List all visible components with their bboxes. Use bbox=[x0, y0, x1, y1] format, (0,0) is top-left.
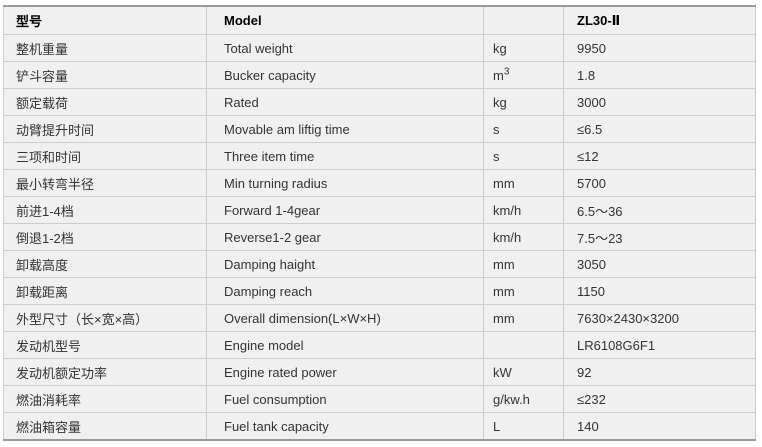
spec-unit: mm bbox=[483, 250, 564, 278]
spec-value: ≤12 bbox=[563, 142, 756, 170]
table-row: 动臂提升时间 Movable am liftig time s ≤6.5 bbox=[3, 115, 756, 143]
spec-unit: s bbox=[483, 142, 564, 170]
spec-value: 9950 bbox=[563, 34, 756, 62]
spec-unit: mm bbox=[483, 277, 564, 305]
spec-value: 6.5～36 bbox=[563, 196, 756, 224]
spec-rows: 整机重量 Total weight kg 9950 铲斗容量 Bucker ca… bbox=[3, 34, 756, 441]
spec-unit: g/kw.h bbox=[483, 385, 564, 413]
spec-name-en: Rated bbox=[206, 88, 484, 116]
header-row: 型号 Model ZL30-Ⅱ bbox=[3, 5, 756, 35]
spec-name-en: Damping haight bbox=[206, 250, 484, 278]
table-row: 最小转弯半径 Min turning radius mm 5700 bbox=[3, 169, 756, 197]
spec-value: 3050 bbox=[563, 250, 756, 278]
spec-name-en: Total weight bbox=[206, 34, 484, 62]
header-model-cn: 型号 bbox=[3, 5, 207, 35]
spec-value: ≤6.5 bbox=[563, 115, 756, 143]
spec-name-cn: 前进1-4档 bbox=[3, 196, 207, 224]
table-row: 发动机型号 Engine model LR6108G6F1 bbox=[3, 331, 756, 359]
spec-unit: km/h bbox=[483, 223, 564, 251]
spec-name-cn: 发动机额定功率 bbox=[3, 358, 207, 386]
table-row: 额定载荷 Rated kg 3000 bbox=[3, 88, 756, 116]
specs-table: 型号 Model ZL30-Ⅱ 整机重量 Total weight kg 995… bbox=[3, 5, 756, 441]
header-unit bbox=[483, 5, 564, 35]
spec-value: 7630×2430×3200 bbox=[563, 304, 756, 332]
spec-name-cn: 卸载高度 bbox=[3, 250, 207, 278]
spec-name-en: Damping reach bbox=[206, 277, 484, 305]
spec-name-cn: 整机重量 bbox=[3, 34, 207, 62]
spec-name-en: Three item time bbox=[206, 142, 484, 170]
spec-value: LR6108G6F1 bbox=[563, 331, 756, 359]
spec-name-cn: 动臂提升时间 bbox=[3, 115, 207, 143]
spec-unit: mm bbox=[483, 304, 564, 332]
spec-unit: kg bbox=[483, 88, 564, 116]
spec-unit: s bbox=[483, 115, 564, 143]
spec-name-en: Fuel consumption bbox=[206, 385, 484, 413]
spec-value: 1150 bbox=[563, 277, 756, 305]
table-row: 倒退1-2档 Reverse1-2 gear km/h 7.5～23 bbox=[3, 223, 756, 251]
spec-name-en: Overall dimension(L×W×H) bbox=[206, 304, 484, 332]
spec-unit: kW bbox=[483, 358, 564, 386]
spec-name-cn: 卸载距离 bbox=[3, 277, 207, 305]
spec-name-en: Fuel tank capacity bbox=[206, 412, 484, 441]
spec-name-en: Engine model bbox=[206, 331, 484, 359]
spec-name-cn: 外型尺寸（长×宽×高） bbox=[3, 304, 207, 332]
spec-value: 1.8 bbox=[563, 61, 756, 89]
table-row: 发动机额定功率 Engine rated power kW 92 bbox=[3, 358, 756, 386]
header-model-en: Model bbox=[206, 5, 484, 35]
table-row: 整机重量 Total weight kg 9950 bbox=[3, 34, 756, 62]
spec-unit: kg bbox=[483, 34, 564, 62]
spec-unit: L bbox=[483, 412, 564, 441]
spec-value: ≤232 bbox=[563, 385, 756, 413]
table-row: 三项和时间 Three item time s ≤12 bbox=[3, 142, 756, 170]
spec-name-cn: 倒退1-2档 bbox=[3, 223, 207, 251]
table-row: 外型尺寸（长×宽×高） Overall dimension(L×W×H) mm … bbox=[3, 304, 756, 332]
spec-unit: m3 bbox=[483, 61, 564, 89]
table-row: 卸载距离 Damping reach mm 1150 bbox=[3, 277, 756, 305]
spec-value: 3000 bbox=[563, 88, 756, 116]
spec-value: 140 bbox=[563, 412, 756, 441]
spec-unit: mm bbox=[483, 169, 564, 197]
table-row: 卸载高度 Damping haight mm 3050 bbox=[3, 250, 756, 278]
spec-name-en: Min turning radius bbox=[206, 169, 484, 197]
spec-name-cn: 铲斗容量 bbox=[3, 61, 207, 89]
table-row: 前进1-4档 Forward 1-4gear km/h 6.5～36 bbox=[3, 196, 756, 224]
header-model-value: ZL30-Ⅱ bbox=[563, 5, 756, 35]
table-row: 燃油消耗率 Fuel consumption g/kw.h ≤232 bbox=[3, 385, 756, 413]
table-row: 燃油箱容量 Fuel tank capacity L 140 bbox=[3, 412, 756, 441]
spec-name-cn: 额定载荷 bbox=[3, 88, 207, 116]
spec-value: 7.5～23 bbox=[563, 223, 756, 251]
spec-name-en: Reverse1-2 gear bbox=[206, 223, 484, 251]
spec-name-cn: 发动机型号 bbox=[3, 331, 207, 359]
spec-value: 92 bbox=[563, 358, 756, 386]
spec-name-en: Movable am liftig time bbox=[206, 115, 484, 143]
table-row: 铲斗容量 Bucker capacity m3 1.8 bbox=[3, 61, 756, 89]
spec-name-cn: 燃油消耗率 bbox=[3, 385, 207, 413]
spec-name-cn: 三项和时间 bbox=[3, 142, 207, 170]
spec-unit bbox=[483, 331, 564, 359]
spec-unit: km/h bbox=[483, 196, 564, 224]
spec-name-en: Bucker capacity bbox=[206, 61, 484, 89]
spec-name-cn: 最小转弯半径 bbox=[3, 169, 207, 197]
spec-name-en: Engine rated power bbox=[206, 358, 484, 386]
spec-name-en: Forward 1-4gear bbox=[206, 196, 484, 224]
spec-name-cn: 燃油箱容量 bbox=[3, 412, 207, 441]
spec-value: 5700 bbox=[563, 169, 756, 197]
